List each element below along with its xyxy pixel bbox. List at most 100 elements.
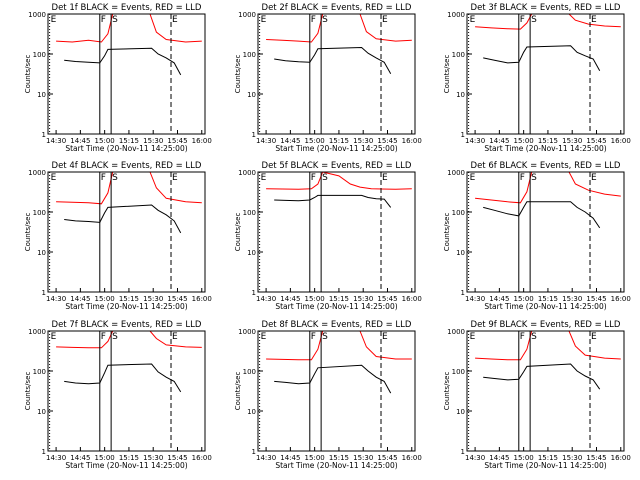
marker-label: E xyxy=(261,173,267,183)
x-axis-label: Start Time (20-Nov-11 14:25:00) xyxy=(65,302,187,311)
y-tick-label: 1000 xyxy=(447,11,465,19)
x-tick-label: 15:30 xyxy=(562,295,582,303)
y-tick-label: 1000 xyxy=(238,328,256,336)
y-axis-label: Counts/sec xyxy=(234,213,242,252)
x-tick-label: 15:30 xyxy=(143,295,163,303)
marker-label: S xyxy=(112,15,118,25)
chart-title: Det 1f BLACK = Events, RED = LLD xyxy=(52,3,202,13)
x-tick-label: 15:00 xyxy=(305,137,325,145)
y-tick-label: 100 xyxy=(33,209,46,217)
plot-frame xyxy=(257,13,416,135)
events-series-line xyxy=(483,45,601,72)
x-tick-label: 15:30 xyxy=(353,295,373,303)
marker-label: F xyxy=(520,15,525,25)
x-tick-label: 14:45 xyxy=(70,295,90,303)
x-tick-label: 15:00 xyxy=(305,295,325,303)
plot-frame xyxy=(466,171,625,293)
x-tick-label: 16:00 xyxy=(611,454,631,462)
marker-label: E xyxy=(51,15,57,25)
x-axis-label: Start Time (20-Nov-11 14:25:00) xyxy=(275,302,397,311)
x-tick-label: 14:45 xyxy=(70,137,90,145)
plot-area xyxy=(475,172,621,229)
lld-series-line xyxy=(266,172,412,190)
y-tick-label: 1000 xyxy=(447,169,465,177)
marker-label: E xyxy=(470,173,476,183)
marker-label: S xyxy=(322,332,328,342)
marker-label: S xyxy=(531,15,537,25)
y-tick-label: 1 xyxy=(42,448,46,456)
y-tick-label: 10 xyxy=(456,408,465,416)
x-tick-label: 15:15 xyxy=(329,295,349,303)
x-tick-label: 14:30 xyxy=(465,137,485,145)
y-tick-label: 1000 xyxy=(28,169,46,177)
marker-label: S xyxy=(112,332,118,342)
lld-series-line xyxy=(56,331,202,349)
x-tick-label: 15:45 xyxy=(586,295,606,303)
x-tick-label: 14:45 xyxy=(280,454,300,462)
marker-label: S xyxy=(531,332,537,342)
x-tick-label: 14:30 xyxy=(46,137,66,145)
chart-title: Det 3f BLACK = Events, RED = LLD xyxy=(471,3,621,13)
marker-label: E xyxy=(172,332,178,342)
marker-label: F xyxy=(520,332,525,342)
y-tick-label: 1 xyxy=(252,289,256,297)
y-tick-label: 10 xyxy=(456,249,465,257)
x-tick-label: 14:30 xyxy=(256,295,276,303)
marker-label: F xyxy=(101,332,106,342)
marker-label: E xyxy=(382,15,388,25)
plot-area xyxy=(266,172,412,208)
y-tick-label: 100 xyxy=(243,51,256,59)
lld-series-line xyxy=(475,331,621,361)
x-axis-label: Start Time (20-Nov-11 14:25:00) xyxy=(65,461,187,470)
y-tick-label: 1000 xyxy=(447,328,465,336)
x-tick-label: 15:45 xyxy=(167,295,187,303)
events-series-line xyxy=(483,363,601,390)
x-tick-label: 16:00 xyxy=(192,137,212,145)
y-tick-label: 10 xyxy=(37,249,46,257)
y-axis-label: Counts/sec xyxy=(443,213,451,252)
marker-label: E xyxy=(261,332,267,342)
marker-label: F xyxy=(311,332,316,342)
x-tick-label: 16:00 xyxy=(402,454,422,462)
plot-area xyxy=(475,331,621,390)
y-tick-label: 1 xyxy=(461,448,465,456)
y-tick-label: 1000 xyxy=(238,11,256,19)
y-tick-label: 100 xyxy=(452,209,465,217)
marker-label: S xyxy=(112,173,118,183)
x-tick-label: 14:45 xyxy=(280,295,300,303)
y-tick-label: 1000 xyxy=(28,11,46,19)
x-tick-label: 14:45 xyxy=(280,137,300,145)
plot-area xyxy=(56,172,202,234)
plot-frame xyxy=(257,330,416,452)
y-tick-label: 1000 xyxy=(28,328,46,336)
plot-frame xyxy=(257,171,416,293)
y-tick-label: 1 xyxy=(461,289,465,297)
x-tick-label: 15:30 xyxy=(353,454,373,462)
x-tick-label: 15:45 xyxy=(377,454,397,462)
chart-title: Det 5f BLACK = Events, RED = LLD xyxy=(262,161,412,171)
chart-title: Det 7f BLACK = Events, RED = LLD xyxy=(52,320,202,330)
y-axis-label: Counts/sec xyxy=(443,372,451,411)
plot-area xyxy=(266,14,412,75)
x-axis-label: Start Time (20-Nov-11 14:25:00) xyxy=(65,144,187,153)
plot-frame xyxy=(47,330,206,452)
x-tick-label: 15:00 xyxy=(95,454,115,462)
y-tick-label: 1 xyxy=(42,131,46,139)
x-tick-label: 15:45 xyxy=(167,454,187,462)
y-tick-label: 10 xyxy=(37,91,46,99)
x-tick-label: 16:00 xyxy=(611,295,631,303)
x-tick-label: 15:30 xyxy=(143,454,163,462)
marker-label: F xyxy=(311,173,316,183)
x-tick-label: 15:45 xyxy=(377,295,397,303)
chart-panel: Det 9f BLACK = Events, RED = LLD E F S E 1 10 1… xyxy=(443,320,631,470)
x-tick-label: 15:30 xyxy=(353,137,373,145)
chart-panel: Det 5f BLACK = Events, RED = LLD E F S E 1 10 1… xyxy=(234,161,422,311)
chart-title: Det 8f BLACK = Events, RED = LLD xyxy=(262,320,412,330)
x-tick-label: 14:30 xyxy=(465,295,485,303)
marker-label: E xyxy=(172,173,178,183)
x-tick-label: 14:45 xyxy=(70,454,90,462)
events-series-line xyxy=(274,46,392,75)
y-tick-label: 10 xyxy=(37,408,46,416)
x-tick-label: 15:00 xyxy=(305,454,325,462)
